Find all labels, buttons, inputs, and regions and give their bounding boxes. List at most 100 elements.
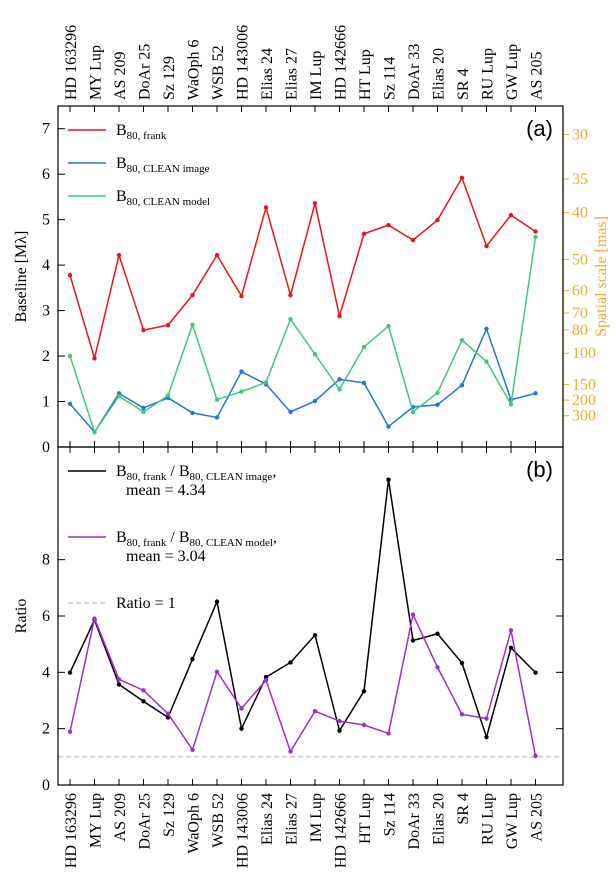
y2-axis-label: Spatial scale [mas] <box>593 216 610 337</box>
point <box>239 369 244 374</box>
legend-label: B80, frank / B80, CLEAN model, <box>116 529 277 549</box>
point <box>435 665 440 670</box>
point <box>361 722 367 728</box>
point <box>386 323 391 329</box>
point <box>386 222 391 228</box>
point <box>484 716 489 721</box>
y-tick-label: 4 <box>42 257 50 274</box>
point <box>386 731 391 736</box>
point <box>386 424 391 429</box>
y-tick-label: 8 <box>42 552 50 569</box>
x-tick-label: DoAr 25 <box>137 44 154 100</box>
x-tick-label: GW Lup <box>504 793 521 849</box>
y-tick-label: 5 <box>42 212 50 229</box>
legend-label: mean = 4.34 <box>126 482 206 499</box>
x-tick-label: AS 205 <box>529 793 546 841</box>
x-tick-label: DoAr 33 <box>406 44 423 100</box>
point <box>508 628 514 633</box>
point <box>312 398 318 404</box>
point <box>67 670 73 675</box>
x-tick-label: WSB 52 <box>210 793 227 848</box>
frame <box>57 105 564 448</box>
point <box>459 175 465 181</box>
point <box>288 317 293 322</box>
x-tick-label: Sz 114 <box>382 57 399 100</box>
x-tick-label: Sz 129 <box>161 56 178 100</box>
series-line <box>69 176 536 362</box>
point <box>312 352 318 357</box>
y2-tick-label: 300 <box>572 408 596 425</box>
legend-label-part: 80, CLEAN model <box>127 196 210 208</box>
point <box>116 393 122 399</box>
series-line <box>69 612 537 757</box>
point <box>337 387 342 392</box>
point <box>165 322 171 328</box>
point <box>239 706 244 711</box>
y-tick-label: 6 <box>42 166 50 183</box>
point <box>239 389 244 394</box>
x-tick-label: Sz 114 <box>382 793 399 836</box>
point <box>508 402 514 407</box>
y2-tick-label: 35 <box>572 171 588 188</box>
legend-label-part: 80, CLEAN model <box>190 537 273 549</box>
y-tick-label: 0 <box>42 777 50 794</box>
point <box>410 612 416 617</box>
y2-tick-label: 100 <box>572 345 596 362</box>
panel-label: (b) <box>526 457 553 482</box>
x-tick-label: AS 209 <box>112 793 129 841</box>
point <box>508 645 514 651</box>
point <box>533 391 538 396</box>
point <box>459 712 465 717</box>
point <box>459 382 465 388</box>
y2-tick-label: 200 <box>572 392 596 409</box>
point <box>484 359 489 364</box>
point <box>288 292 293 298</box>
x-tick-label: Elias 24 <box>259 48 276 100</box>
point <box>141 699 146 704</box>
x-tick-label: MY Lup <box>88 793 105 848</box>
x-tick-label: IM Lup <box>308 51 325 100</box>
x-tick-label: IM Lup <box>308 793 325 842</box>
point <box>190 410 195 416</box>
legend-label-part: / B <box>166 463 189 480</box>
y-tick-label: 0 <box>42 439 50 456</box>
point <box>116 252 122 258</box>
panel-label: (a) <box>526 116 553 141</box>
point <box>116 682 122 687</box>
x-tick-label: RU Lup <box>480 793 497 845</box>
point <box>263 674 269 680</box>
point <box>92 356 97 361</box>
point <box>165 711 171 716</box>
x-tick-label: AS 205 <box>529 52 546 100</box>
legend-label-part: B <box>116 155 127 172</box>
point <box>141 409 146 415</box>
point <box>214 252 220 258</box>
point <box>190 292 195 298</box>
point <box>288 660 293 665</box>
point <box>92 429 97 435</box>
y-tick-label: 6 <box>42 608 50 625</box>
point <box>410 638 416 643</box>
y-tick-label: 4 <box>42 664 50 681</box>
x-tick-label: WSB 52 <box>210 45 227 100</box>
y-tick-label: 2 <box>42 721 50 738</box>
point <box>288 749 293 754</box>
y2-tick-label: 60 <box>572 283 588 300</box>
x-tick-label: HT Lup <box>357 793 374 844</box>
point <box>67 401 73 407</box>
legend-label-part: 80, CLEAN image <box>127 163 210 175</box>
x-tick-label: WaOph 6 <box>186 793 203 853</box>
point <box>190 322 195 327</box>
point <box>484 243 489 249</box>
point <box>239 726 244 731</box>
point <box>165 393 171 398</box>
x-tick-label: HD 163296 <box>63 25 80 100</box>
point <box>67 272 73 278</box>
point <box>435 390 440 396</box>
legend-label-part: 80, frank <box>127 471 167 483</box>
point <box>533 229 538 234</box>
y-tick-label: 3 <box>42 303 50 320</box>
y2-tick-label: 150 <box>572 376 596 393</box>
legend-label: B80, frank <box>116 122 167 142</box>
point <box>116 677 122 682</box>
